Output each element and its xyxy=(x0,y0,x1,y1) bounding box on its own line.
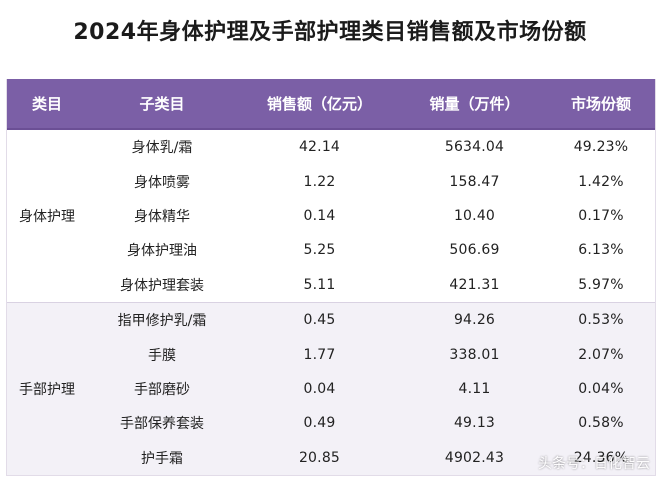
table-row: 身体喷雾 1.22 158.47 1.42% xyxy=(7,164,655,199)
share-cell: 24.36% xyxy=(573,449,629,466)
sales-cell: 5.11 xyxy=(303,276,336,293)
sales-cell: 5.25 xyxy=(303,242,336,259)
volume-cell: 338.01 xyxy=(449,346,500,363)
sales-cell: 1.22 xyxy=(303,173,336,190)
table-row: 手部磨砂 0.04 4.11 0.04% xyxy=(7,371,655,407)
volume-cell: 4.11 xyxy=(458,380,491,397)
share-cell: 2.07% xyxy=(578,346,624,363)
volume-cell: 10.40 xyxy=(453,207,496,224)
header-sales: 销售额（亿元） xyxy=(237,79,402,130)
subcategory-cell: 手部磨砂 xyxy=(134,381,190,398)
subcategory-cell: 身体喷雾 xyxy=(134,174,190,191)
subcategory-cell: 手部保养套装 xyxy=(120,416,204,433)
page-title: 2024年身体护理及手部护理类目销售额及市场份额 xyxy=(73,20,587,45)
table-row: 身体精华 0.14 10.40 0.17% xyxy=(7,198,655,234)
volume-cell: 158.47 xyxy=(449,173,500,190)
subcategory-cell: 身体乳/霜 xyxy=(131,140,193,157)
subcategory-cell: 身体护理油 xyxy=(127,243,197,260)
category-cell: 手部护理 xyxy=(7,301,87,475)
share-cell: 49.23% xyxy=(573,139,629,156)
sales-cell: 20.85 xyxy=(298,449,341,466)
header-subcategory: 子类目 xyxy=(87,79,237,130)
header-row: 类目 子类目 销售额（亿元） 销量（万件） 市场份额 xyxy=(7,79,655,130)
share-cell: 0.53% xyxy=(547,301,655,338)
volume-cell: 421.31 xyxy=(449,276,500,293)
sales-cell: 42.14 xyxy=(298,139,341,156)
volume-cell: 49.13 xyxy=(453,415,496,432)
sales-cell: 0.45 xyxy=(237,301,402,338)
sales-cell: 0.49 xyxy=(303,415,336,432)
subcategory-cell: 护手霜 xyxy=(141,450,183,467)
sales-table-container: 类目 子类目 销售额（亿元） 销量（万件） 市场份额 身体护理 身体乳/霜 42.14 563… xyxy=(6,79,656,476)
volume-cell: 4902.43 xyxy=(444,449,505,466)
table-row: 护手霜 20.85 4902.43 24.36% xyxy=(7,440,655,475)
header-share: 市场份额 xyxy=(547,79,655,130)
subcategory-cell: 指甲修护乳/霜 xyxy=(87,301,237,338)
table-row: 手部护理 指甲修护乳/霜 0.45 94.26 0.53% xyxy=(7,301,655,475)
table-row: 身体护理 身体乳/霜 42.14 5634.04 49.23% xyxy=(7,129,655,303)
sales-cell: 1.77 xyxy=(303,346,336,363)
volume-cell: 94.26 xyxy=(402,301,547,338)
subcategory-cell: 身体护理套装 xyxy=(120,277,204,294)
volume-cell: 506.69 xyxy=(449,242,500,259)
sales-table: 类目 子类目 销售额（亿元） 销量（万件） 市场份额 身体护理 身体乳/霜 42.14 563… xyxy=(7,79,655,475)
share-cell: 6.13% xyxy=(578,242,624,259)
share-cell: 0.04% xyxy=(578,380,624,397)
sales-cell: 0.14 xyxy=(303,207,336,224)
table-row: 手部保养套装 0.49 49.13 0.58% xyxy=(7,406,655,441)
table-row: 身体护理油 5.25 506.69 6.13% xyxy=(7,233,655,268)
header-category: 类目 xyxy=(7,79,87,130)
share-cell: 0.17% xyxy=(578,207,624,224)
share-cell: 0.58% xyxy=(578,415,624,432)
share-cell: 1.42% xyxy=(578,173,624,190)
watermark: 头条号：日化智云 xyxy=(538,456,650,472)
header-volume: 销量（万件） xyxy=(402,79,547,130)
volume-cell: 5634.04 xyxy=(444,139,505,156)
table-row: 身体护理套装 5.11 421.31 5.97% xyxy=(7,267,655,303)
table-row: 手膜 1.77 338.01 2.07% xyxy=(7,337,655,372)
table-header: 类目 子类目 销售额（亿元） 销量（万件） 市场份额 xyxy=(7,79,655,130)
subcategory-cell: 身体精华 xyxy=(134,208,190,225)
share-cell: 5.97% xyxy=(578,276,624,293)
category-cell: 身体护理 xyxy=(7,129,87,303)
sales-cell: 0.04 xyxy=(303,380,336,397)
subcategory-cell: 手膜 xyxy=(148,347,176,364)
